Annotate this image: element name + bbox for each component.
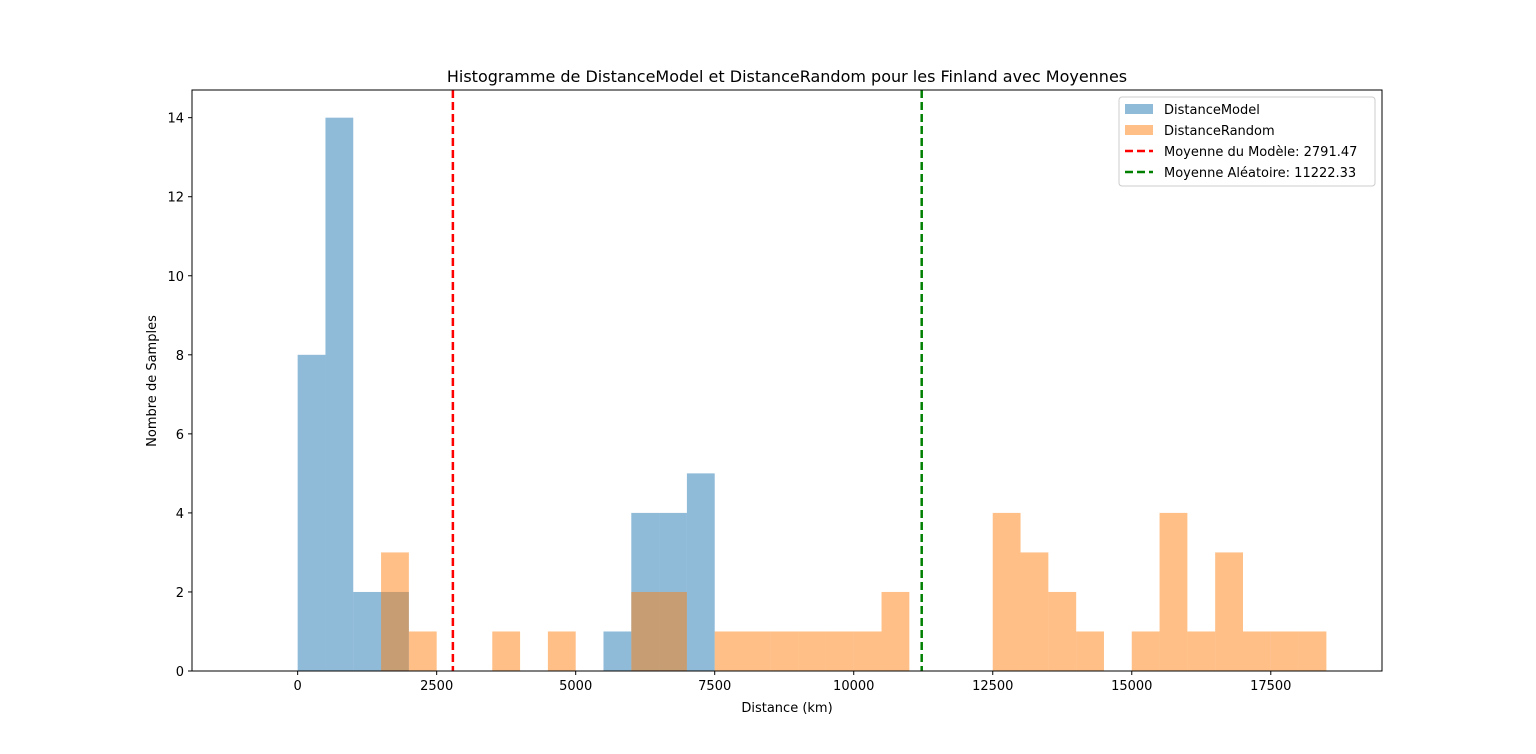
bars-layer — [297, 117, 1327, 671]
bar-DistanceRandom-13000 — [1020, 552, 1049, 671]
legend-box — [1118, 96, 1376, 187]
x-axis: 0 2500 5000 7500 10000 12500 15000 17500 — [294, 671, 1291, 694]
x-tick-label-2500: 2500 — [420, 679, 453, 694]
bar-DistanceRandom-2000 — [408, 631, 437, 671]
bar-DistanceRandom-17500 — [1270, 631, 1299, 671]
y-axis-label: Nombre de Samples — [145, 315, 160, 447]
y-tick-label-8: 8 — [176, 349, 184, 364]
bar-DistanceRandom-16000 — [1187, 631, 1216, 671]
y-axis: 0 2 4 6 8 10 12 14 — [167, 112, 192, 680]
bar-DistanceRandom-9000 — [798, 631, 826, 671]
plot-frame — [191, 89, 1383, 672]
bar-DistanceRandom-10500 — [881, 591, 910, 671]
chart-title: Histogramme de DistanceModel et Distance… — [447, 67, 1127, 86]
x-axis-label: Distance (km) — [741, 701, 832, 716]
bar-DistanceRandom-10000 — [853, 631, 882, 671]
bar-DistanceModel-5500 — [603, 631, 632, 671]
bar-DistanceRandom-6000 — [631, 591, 660, 671]
bar-DistanceModel-0 — [297, 354, 326, 671]
bar-DistanceRandom-18000 — [1298, 631, 1327, 671]
y-tick-label-14: 14 — [167, 112, 184, 127]
y-tick-label-0: 0 — [176, 665, 184, 680]
bar-DistanceRandom-12500 — [992, 512, 1021, 671]
legend-label-DistanceModel: DistanceModel — [1164, 103, 1260, 118]
bar-DistanceRandom-17000 — [1242, 631, 1271, 671]
bar-DistanceRandom-8000 — [742, 631, 771, 671]
x-tick-label-10000: 10000 — [833, 679, 874, 694]
y-tick-label-6: 6 — [176, 428, 184, 443]
x-tick-label-15000: 15000 — [1111, 679, 1152, 694]
legend-label-mean-0: Moyenne du Modèle: 2791.47 — [1164, 145, 1357, 160]
bar-DistanceRandom-15000 — [1131, 631, 1160, 671]
bar-DistanceModel-7000 — [686, 473, 715, 671]
mean-lines-layer — [451, 90, 923, 671]
bar-DistanceRandom-7500 — [714, 631, 743, 671]
y-tick-label-12: 12 — [167, 191, 184, 206]
bar-DistanceRandom-13500 — [1048, 591, 1077, 671]
legend-swatch-DistanceRandom — [1125, 125, 1153, 135]
x-tick-label-7500: 7500 — [698, 679, 731, 694]
x-tick-label-5000: 5000 — [559, 679, 592, 694]
bar-DistanceRandom-6500 — [659, 591, 687, 671]
y-tick-label-10: 10 — [167, 270, 184, 285]
y-tick-label-2: 2 — [176, 586, 184, 601]
bar-DistanceRandom-3500 — [492, 631, 521, 671]
bar-DistanceRandom-4500 — [547, 631, 576, 671]
x-tick-label-0: 0 — [294, 679, 302, 694]
bar-DistanceRandom-15500 — [1159, 512, 1188, 671]
bar-DistanceRandom-8500 — [770, 631, 799, 671]
bar-DistanceRandom-14000 — [1076, 631, 1104, 671]
legend-label-DistanceRandom: DistanceRandom — [1164, 124, 1275, 139]
legend-swatch-DistanceModel — [1125, 104, 1153, 114]
bar-DistanceRandom-9500 — [825, 631, 854, 671]
bar-DistanceModel-500 — [325, 117, 354, 671]
legend-label-mean-1: Moyenne Aléatoire: 11222.33 — [1164, 166, 1356, 181]
bar-DistanceRandom-16500 — [1215, 552, 1243, 671]
bar-DistanceRandom-1500 — [381, 552, 409, 671]
legend: DistanceModel DistanceRandom Moyenne du Mo… — [1118, 96, 1376, 187]
x-tick-label-12500: 12500 — [972, 679, 1013, 694]
y-tick-label-4: 4 — [176, 507, 184, 522]
x-tick-label-17500: 17500 — [1250, 679, 1291, 694]
bar-DistanceModel-1000 — [353, 591, 382, 671]
